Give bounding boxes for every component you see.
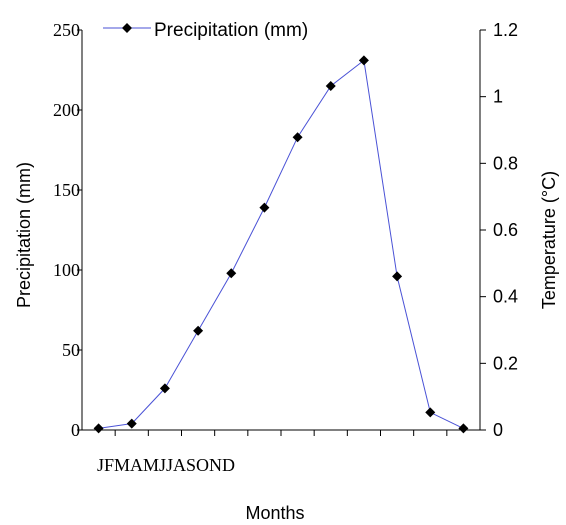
data-point-10 <box>392 271 403 282</box>
right-tick-label: 1.2 <box>493 20 518 40</box>
left-tick-label: 100 <box>53 260 80 280</box>
right-tick-label: 1 <box>493 87 503 107</box>
data-point-4 <box>193 325 204 336</box>
left-tick-label: 50 <box>62 340 80 360</box>
y-axis-title: Precipitation (mm) <box>14 162 34 308</box>
data-point-1 <box>93 423 104 434</box>
precipitation-series-line <box>98 59 464 429</box>
data-point-12 <box>458 423 469 434</box>
data-point-3 <box>159 383 170 394</box>
right-tick-label: 0.8 <box>493 153 518 173</box>
left-y-axis: 0 50 100 150 200 250 <box>53 20 83 440</box>
plot-area <box>93 55 469 434</box>
y2-axis-title: Temperature (°C) <box>539 171 559 309</box>
right-tick-label: 0.4 <box>493 287 518 307</box>
x-axis-title: Months <box>245 503 304 523</box>
x-axis <box>82 429 480 436</box>
data-point-8 <box>325 81 336 91</box>
right-tick-label: 0.6 <box>493 220 518 240</box>
legend-diamond-marker <box>122 23 132 33</box>
left-tick-label: 200 <box>53 100 80 120</box>
legend-label: Precipitation (mm) <box>154 20 308 41</box>
data-point-5 <box>226 268 237 279</box>
left-tick-label: 0 <box>71 420 80 440</box>
right-tick-label: 0.2 <box>493 353 518 373</box>
data-point-6 <box>259 202 270 213</box>
left-tick-label: 150 <box>53 180 80 200</box>
data-point-7 <box>292 132 303 143</box>
legend: Precipitation (mm) <box>103 20 308 41</box>
x-category-labels: JFMAMJJASOND <box>97 455 235 475</box>
data-point-2 <box>126 418 137 429</box>
data-point-11 <box>425 407 436 418</box>
data-point-9 <box>358 55 369 66</box>
right-y-axis: 0 0.2 0.4 0.6 0.8 1 1.2 <box>479 20 518 440</box>
left-tick-label: 250 <box>53 20 80 40</box>
right-tick-label: 0 <box>493 420 503 440</box>
